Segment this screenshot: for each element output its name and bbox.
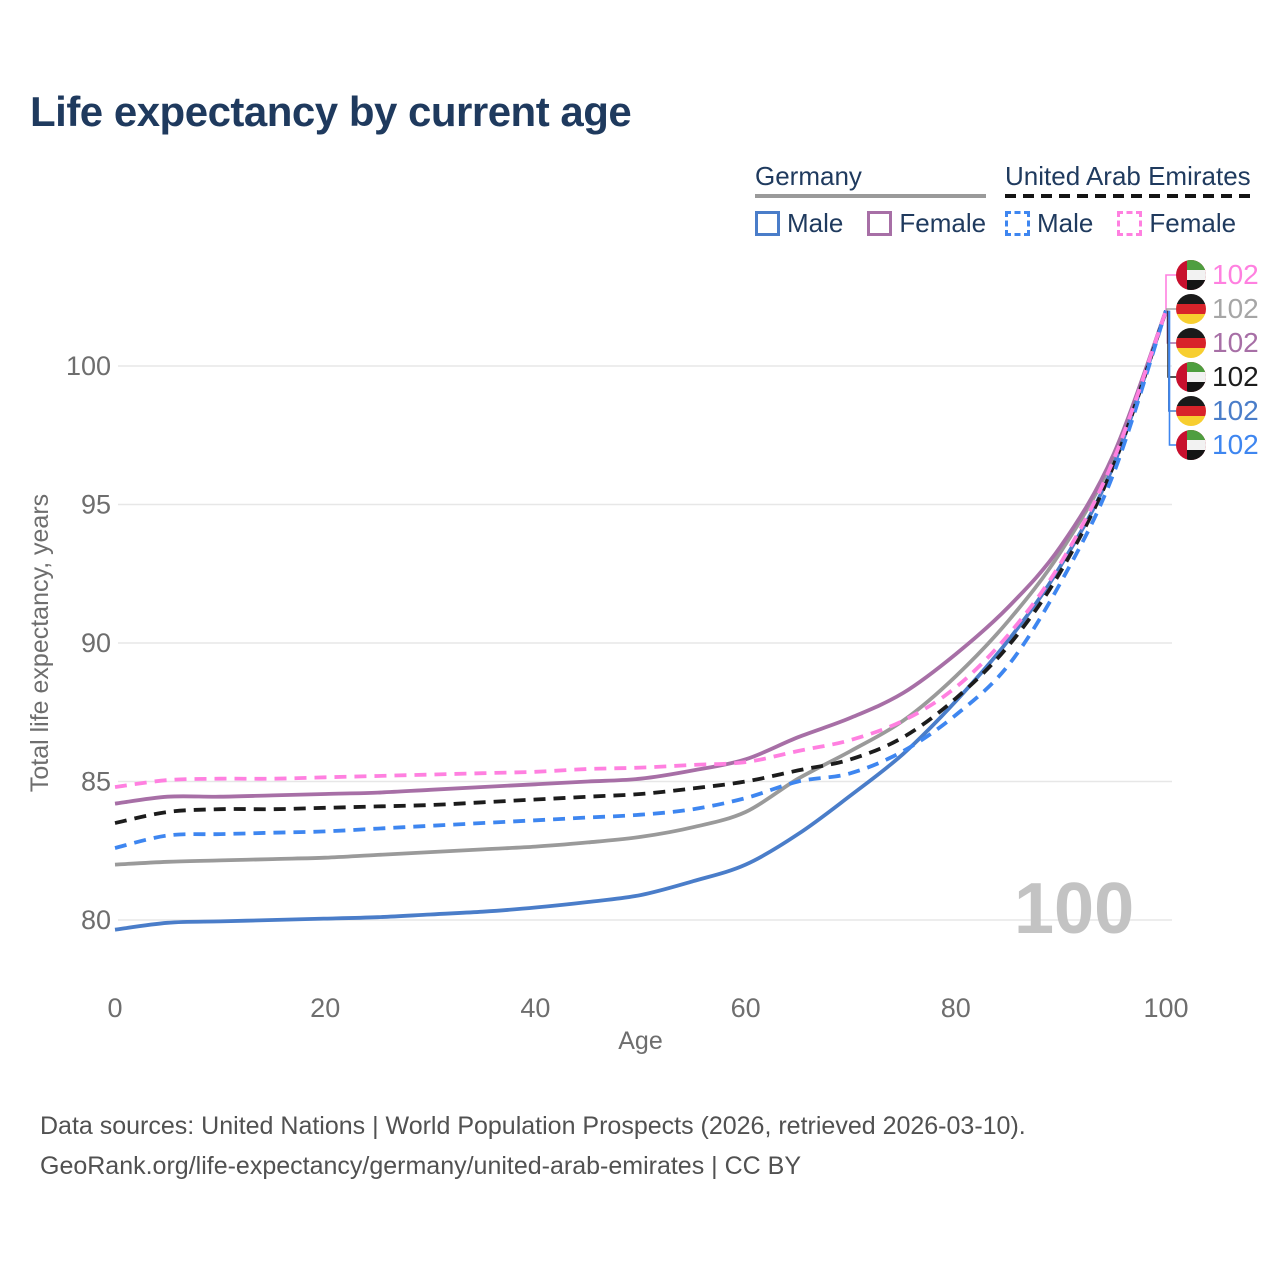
source-line-1: Data sources: United Nations | World Pop… (40, 1112, 1026, 1140)
germany-female-swatch (867, 211, 893, 236)
uae-total-line-swatch (1005, 194, 1251, 198)
legend-group-germany: Germany Male Female (755, 161, 987, 239)
germany-flag-icon (1176, 294, 1206, 324)
legend-item-germany-female[interactable]: Female (867, 208, 986, 239)
legend-germany-male-label: Male (787, 208, 844, 238)
source-line-2: GeoRank.org/life-expectancy/germany/unit… (40, 1152, 801, 1180)
legend-uae-female-label: Female (1149, 208, 1237, 238)
uae-flag-icon (1176, 260, 1206, 290)
germany-flag-icon (1176, 396, 1206, 426)
end-label-row-uae_total: 102 (1176, 360, 1259, 394)
y-axis-title: Total life expectancy, years (26, 494, 54, 792)
leader-line-germany_total (1165, 308, 1176, 311)
series-line-uae_female (114, 309, 1168, 789)
legend-germany-female-label: Female (899, 208, 987, 238)
x-tick-label-40: 40 (520, 993, 550, 1023)
legend-item-germany-male[interactable]: Male (755, 208, 843, 239)
uae-male-swatch (1005, 211, 1030, 236)
legend-uae-title: United Arab Emirates (1005, 161, 1251, 191)
x-tick-label-60: 60 (731, 993, 761, 1023)
end-label-row-uae_male: 102 (1176, 428, 1259, 462)
end-label-value: 102 (1212, 259, 1259, 290)
uae-flag-icon (1176, 430, 1206, 460)
series-line-germany_female (114, 309, 1168, 806)
legend-uae-male-label: Male (1037, 208, 1094, 238)
legend-germany-title: Germany (755, 161, 862, 191)
end-value-labels: 102 102 102 102 102 102 (1176, 258, 1259, 462)
x-tick-label-80: 80 (941, 993, 971, 1023)
germany-total-line-swatch (755, 194, 987, 198)
legend-item-uae-female[interactable]: Female (1117, 208, 1236, 239)
end-label-value: 102 (1212, 327, 1259, 358)
x-tick-label-20: 20 (310, 993, 340, 1023)
end-label-value: 102 (1212, 429, 1259, 460)
series-line-uae_total (114, 309, 1168, 825)
y-tick-label-90: 90 (81, 628, 111, 658)
y-tick-label-80: 80 (81, 905, 111, 935)
end-label-row-germany_male: 102 (1176, 394, 1259, 428)
uae-female-swatch (1117, 211, 1143, 236)
series-line-germany_male (114, 309, 1168, 932)
germany-flag-icon (1176, 328, 1206, 358)
leader-line-uae_male (1168, 310, 1176, 446)
x-tick-label-0: 0 (107, 993, 122, 1023)
leader-line-uae_female (1165, 274, 1176, 311)
end-label-value: 102 (1212, 293, 1259, 324)
uae-flag-icon (1176, 362, 1206, 392)
x-axis-title: Age (618, 1027, 662, 1055)
y-tick-label-95: 95 (81, 490, 111, 520)
end-label-value: 102 (1212, 361, 1259, 392)
legend-item-uae-male[interactable]: Male (1005, 208, 1093, 239)
germany-male-swatch (755, 211, 780, 236)
end-label-row-germany_total: 102 (1176, 292, 1259, 326)
page-title: Life expectancy by current age (30, 88, 632, 135)
series-line-germany_total (114, 309, 1168, 867)
series-line-uae_male (114, 310, 1168, 850)
age-watermark: 100 (1014, 869, 1135, 949)
y-tick-label-100: 100 (66, 351, 111, 381)
legend-group-uae: United Arab Emirates Male Female (1005, 162, 1251, 239)
end-label-row-germany_female: 102 (1176, 326, 1259, 360)
y-tick-label-85: 85 (81, 767, 111, 797)
x-tick-label-100: 100 (1143, 993, 1188, 1023)
end-label-row-uae_female: 102 (1176, 258, 1259, 292)
end-label-value: 102 (1212, 395, 1259, 426)
source-attribution: Data sources: United Nations | World Pop… (40, 1106, 1026, 1186)
